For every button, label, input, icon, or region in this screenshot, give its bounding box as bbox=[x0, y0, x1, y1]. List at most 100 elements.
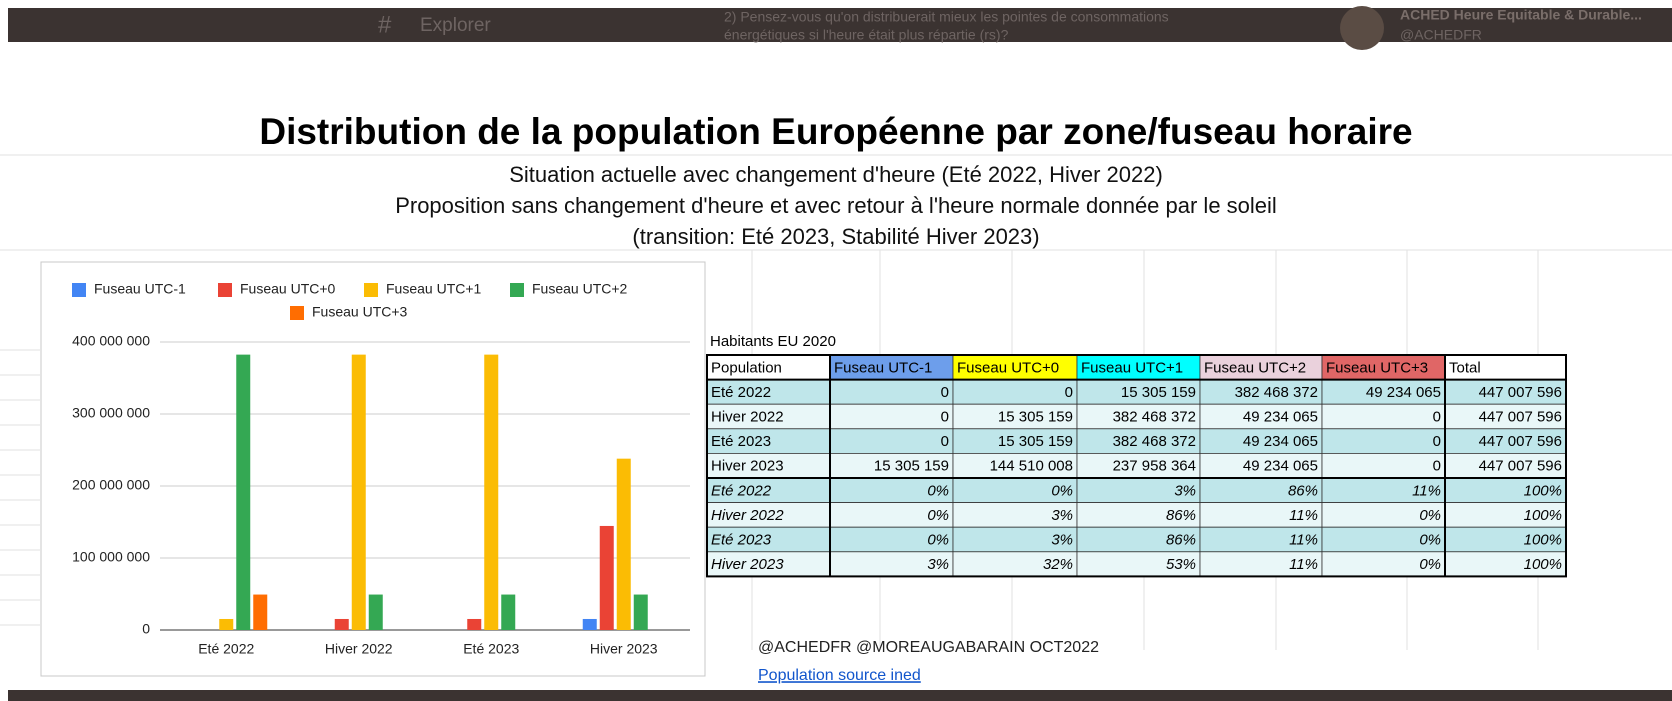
legend-swatch bbox=[218, 283, 232, 297]
cell-text: 382 468 372 bbox=[1113, 433, 1196, 450]
bar bbox=[467, 618, 482, 630]
y-tick-label: 0 bbox=[142, 621, 150, 637]
table-cell bbox=[1444, 477, 1567, 504]
legend-label: Fuseau UTC+0 bbox=[240, 281, 336, 297]
cell-text: 15 305 159 bbox=[874, 458, 949, 475]
nav-label[interactable]: Explorer bbox=[420, 15, 491, 36]
table-caption: Habitants EU 2020 bbox=[710, 333, 836, 350]
legend-label: Fuseau UTC+2 bbox=[532, 281, 628, 297]
bar bbox=[236, 354, 251, 630]
cell-text: 100% bbox=[1524, 531, 1562, 548]
cell-text: 86% bbox=[1288, 482, 1318, 499]
chart-subtitle: Situation actuelle avec changement d'heu… bbox=[509, 162, 1163, 187]
table-cell bbox=[829, 452, 954, 479]
nav-icon: # bbox=[378, 11, 392, 38]
legend-swatch bbox=[510, 283, 524, 297]
cell-text: 0% bbox=[1419, 531, 1441, 548]
cell-text: 49 234 065 bbox=[1366, 384, 1441, 401]
cell-text: 0 bbox=[1433, 433, 1441, 450]
table-cell bbox=[1321, 502, 1446, 528]
header-cell bbox=[952, 354, 1078, 381]
table-cell bbox=[829, 551, 954, 577]
cell-text: 3% bbox=[1174, 482, 1196, 499]
table-cell bbox=[1444, 452, 1567, 479]
avatar[interactable] bbox=[1340, 6, 1384, 50]
y-tick-label: 400 000 000 bbox=[72, 333, 150, 349]
cell-text: Hiver 2022 bbox=[711, 507, 784, 524]
header-cell bbox=[1321, 354, 1446, 381]
account-handle[interactable]: @ACHEDFR bbox=[1400, 27, 1482, 43]
y-tick-label: 300 000 000 bbox=[72, 405, 150, 421]
legend-label: Fuseau UTC-1 bbox=[94, 281, 186, 297]
cell-text: 49 234 065 bbox=[1243, 458, 1318, 475]
legend-label: Fuseau UTC+1 bbox=[386, 281, 482, 297]
chart-subtitle: (transition: Eté 2023, Stabilité Hiver 2… bbox=[632, 224, 1039, 249]
legend-label: Fuseau UTC+3 bbox=[312, 304, 408, 320]
table-cell bbox=[706, 428, 831, 454]
table-cell bbox=[1076, 502, 1201, 528]
table-cell bbox=[952, 526, 1078, 553]
cell-text: Eté 2022 bbox=[711, 384, 771, 401]
header-text: Fuseau UTC+1 bbox=[1081, 359, 1183, 376]
cell-text: 237 958 364 bbox=[1113, 458, 1196, 475]
cell-text: 15 305 159 bbox=[998, 408, 1073, 425]
cell-text: 15 305 159 bbox=[998, 433, 1073, 450]
bar bbox=[599, 525, 614, 630]
header-cell bbox=[1199, 354, 1323, 381]
table-cell bbox=[1076, 403, 1201, 430]
cell-text: 49 234 065 bbox=[1243, 433, 1318, 450]
cell-text: 11% bbox=[1289, 556, 1318, 573]
cell-text: 86% bbox=[1166, 531, 1196, 548]
cell-text: 53% bbox=[1166, 556, 1196, 573]
cell-text: 0 bbox=[1433, 458, 1441, 475]
x-tick-label: Eté 2022 bbox=[198, 641, 254, 657]
header-text: Fuseau UTC+2 bbox=[1204, 359, 1306, 376]
table-cell bbox=[1321, 428, 1446, 454]
bar bbox=[334, 618, 349, 630]
cell-text: 49 234 065 bbox=[1243, 408, 1318, 425]
table-border bbox=[706, 354, 1567, 578]
cell-text: 0 bbox=[1065, 384, 1073, 401]
table-cell bbox=[1199, 526, 1323, 553]
chart-subtitle: Proposition sans changement d'heure et a… bbox=[395, 193, 1277, 218]
x-tick-label: Eté 2023 bbox=[463, 641, 519, 657]
bar bbox=[219, 618, 234, 630]
tweet-text: énergétiques si l'heure était plus répar… bbox=[724, 27, 1009, 43]
cell-text: Hiver 2022 bbox=[711, 408, 784, 425]
x-tick-label: Hiver 2022 bbox=[325, 641, 393, 657]
y-tick-label: 200 000 000 bbox=[72, 477, 150, 493]
cell-text: 100% bbox=[1524, 507, 1562, 524]
table-cell bbox=[1076, 452, 1201, 479]
cell-text: 0 bbox=[941, 408, 949, 425]
cell-text: 11% bbox=[1289, 531, 1318, 548]
chart-title: Distribution de la population Européenne… bbox=[259, 111, 1412, 152]
table-cell bbox=[706, 403, 831, 430]
bar bbox=[616, 458, 631, 630]
cell-text: 15 305 159 bbox=[1121, 384, 1196, 401]
bottom-bar bbox=[8, 690, 1672, 701]
account-name[interactable]: ACHED Heure Equitable & Durable... bbox=[1400, 7, 1642, 23]
header-text: Total bbox=[1449, 359, 1481, 376]
table-cell bbox=[952, 379, 1078, 405]
cell-text: 3% bbox=[1051, 507, 1073, 524]
header-text: Population bbox=[711, 359, 782, 376]
cell-text: 11% bbox=[1289, 507, 1318, 524]
cell-text: 0% bbox=[1419, 507, 1441, 524]
bar bbox=[501, 594, 516, 630]
table-cell bbox=[829, 477, 954, 504]
table-cell bbox=[829, 502, 954, 528]
cell-text: 32% bbox=[1043, 556, 1073, 573]
cell-text: 0 bbox=[941, 384, 949, 401]
source-link[interactable]: Population source ined bbox=[758, 667, 921, 684]
table-cell bbox=[1321, 526, 1446, 553]
cell-text: 0 bbox=[941, 433, 949, 450]
table-cell bbox=[829, 403, 954, 430]
table-cell bbox=[1199, 477, 1323, 504]
cell-text: 3% bbox=[927, 556, 949, 573]
cell-text: Hiver 2023 bbox=[711, 556, 784, 573]
table-cell bbox=[1076, 526, 1201, 553]
bar bbox=[582, 618, 597, 630]
cell-text: 0% bbox=[927, 507, 949, 524]
cell-text: 382 468 372 bbox=[1113, 408, 1196, 425]
